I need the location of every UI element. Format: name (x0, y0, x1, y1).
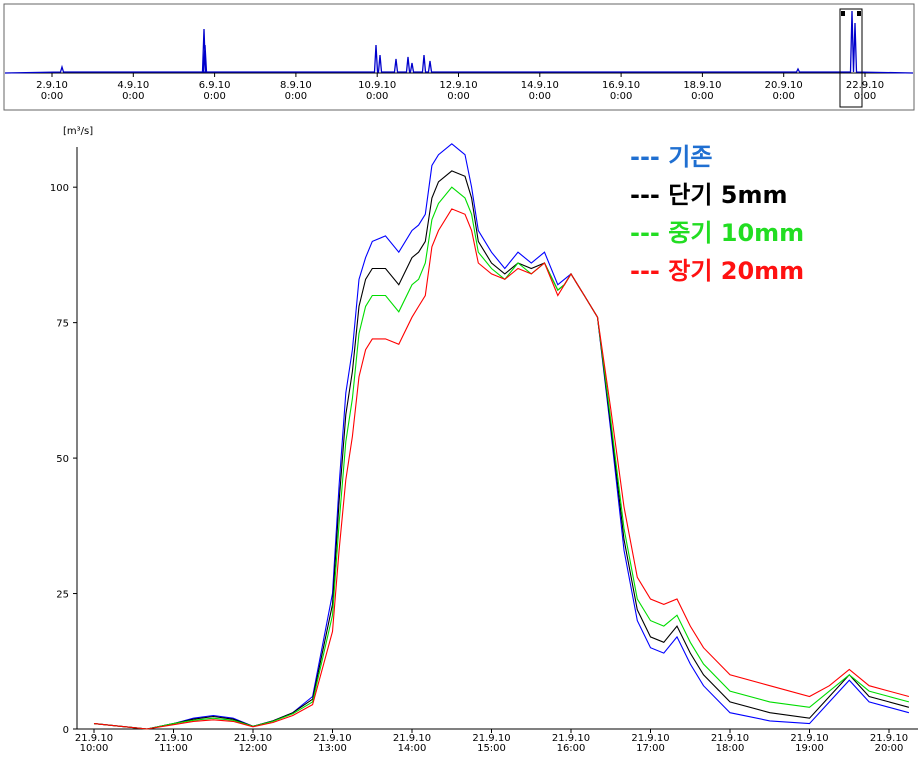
overview-navigator[interactable]: 2.9.100:004.9.100:006.9.100:008.9.100:00… (0, 0, 918, 112)
x-tick-time: 18:00 (716, 743, 745, 754)
series-line-1 (93, 170, 910, 730)
x-tick-date: 21.9.10 (472, 733, 510, 744)
overview-tick-time: 0:00 (691, 91, 713, 102)
legend: --- 기존 --- 단기 5mm --- 중기 10mm --- 장기 20mm (630, 143, 804, 285)
y-tick-label: 100 (50, 183, 69, 194)
x-tick-date: 21.9.10 (870, 733, 908, 744)
legend-entry-2: --- 중기 10mm (630, 219, 804, 247)
y-tick-label: 25 (56, 590, 69, 601)
y-tick-label: 50 (56, 454, 69, 465)
x-tick-time: 11:00 (159, 743, 188, 754)
overview-tick-date: 14.9.10 (521, 80, 559, 91)
overview-tick-time: 0:00 (772, 91, 794, 102)
x-tick-date: 21.9.10 (711, 733, 749, 744)
y-axis-unit: [m³/s] (63, 126, 93, 137)
overview-selection-window[interactable] (839, 8, 863, 108)
overview-tick-time: 0:00 (41, 91, 63, 102)
overview-tick-time: 0:00 (610, 91, 632, 102)
x-tick-time: 19:00 (795, 743, 824, 754)
x-tick-time: 14:00 (398, 743, 427, 754)
x-tick-date: 21.9.10 (790, 733, 828, 744)
x-tick-time: 10:00 (80, 743, 109, 754)
overview-tick-time: 0:00 (122, 91, 144, 102)
y-ticks: 0 25 50 75 100 (50, 183, 77, 736)
overview-tick-date: 10.9.10 (358, 80, 396, 91)
x-tick-time: 16:00 (557, 743, 586, 754)
x-tick-time: 15:00 (477, 743, 506, 754)
overview-tick-time: 0:00 (529, 91, 551, 102)
legend-entry-0: --- 기존 (630, 143, 712, 171)
overview-tick-time: 0:00 (366, 91, 388, 102)
legend-entry-3: --- 장기 20mm (630, 257, 804, 285)
overview-ticks: 2.9.100:004.9.100:006.9.100:008.9.100:00… (36, 73, 884, 102)
x-tick-date: 21.9.10 (234, 733, 272, 744)
legend-entry-1: --- 단기 5mm (630, 181, 787, 209)
overview-tick-date: 20.9.10 (765, 80, 803, 91)
overview-tick-time: 0:00 (447, 91, 469, 102)
overview-tick-time: 0:00 (285, 91, 307, 102)
series-line-3 (93, 208, 910, 730)
x-tick-date: 21.9.10 (393, 733, 431, 744)
overview-tick-date: 2.9.10 (36, 80, 68, 91)
overview-tick-date: 6.9.10 (199, 80, 231, 91)
selection-handle-left[interactable] (841, 11, 845, 16)
x-tick-date: 21.9.10 (313, 733, 351, 744)
overview-tick-time: 0:00 (854, 91, 876, 102)
overview-series-line (4, 10, 914, 74)
x-tick-date: 21.9.10 (154, 733, 192, 744)
overview-tick-date: 8.9.10 (280, 80, 312, 91)
overview-tick-date: 4.9.10 (117, 80, 149, 91)
overview-tick-date: 18.9.10 (683, 80, 721, 91)
x-tick-date: 21.9.10 (75, 733, 113, 744)
x-ticks: 21.9.1010:0021.9.1011:0021.9.1012:0021.9… (75, 729, 908, 754)
overview-tick-date: 12.9.10 (439, 80, 477, 91)
selection-handle-right[interactable] (857, 11, 861, 16)
series-line-2 (93, 186, 910, 730)
x-tick-time: 17:00 (636, 743, 665, 754)
series-lines (93, 143, 910, 730)
overview-tick-time: 0:00 (203, 91, 225, 102)
x-tick-time: 12:00 (239, 743, 268, 754)
x-tick-date: 21.9.10 (631, 733, 669, 744)
overview-tick-date: 16.9.10 (602, 80, 640, 91)
x-tick-date: 21.9.10 (552, 733, 590, 744)
overview-tick-date: 22.9.10 (846, 80, 884, 91)
overview-frame (3, 3, 915, 111)
x-tick-time: 13:00 (318, 743, 347, 754)
y-tick-label: 75 (56, 319, 69, 330)
x-tick-time: 20:00 (875, 743, 904, 754)
y-tick-label: 0 (63, 725, 69, 736)
